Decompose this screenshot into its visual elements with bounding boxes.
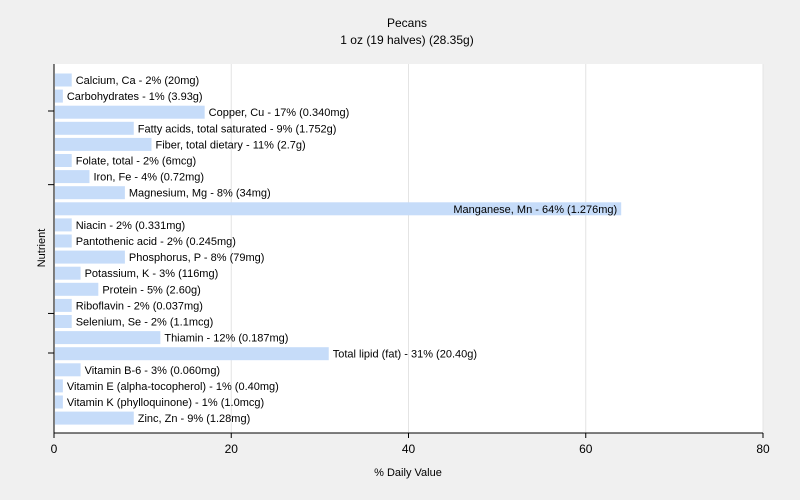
bar-label: Carbohydrates - 1% (3.93g)	[67, 91, 203, 103]
bar	[55, 282, 99, 296]
bar-label: Vitamin B-6 - 3% (0.060mg)	[85, 365, 221, 377]
gridlines	[230, 64, 764, 433]
bar-label: Magnesium, Mg - 8% (34mg)	[129, 188, 271, 200]
bar-label: Selenium, Se - 2% (1.1mcg)	[76, 317, 214, 329]
chart-subtitle: 1 oz (19 halves) (28.35g)	[340, 33, 473, 47]
bar	[55, 266, 81, 280]
bar	[55, 363, 81, 377]
bar	[55, 315, 72, 328]
bar-label: Thiamin - 12% (0.187mg)	[164, 333, 288, 345]
bar-label: Fiber, total dietary - 11% (2.7g)	[155, 139, 305, 151]
bar	[55, 250, 125, 264]
bar-labels: Calcium, Ca - 2% (20mg) Carbohydrates - 1…	[67, 75, 617, 425]
chart-title: Pecans	[387, 16, 427, 30]
x-tick-label: 0	[51, 442, 58, 456]
y-axis-label: Nutrient	[36, 229, 48, 268]
bar-label: Phosphorus, P - 8% (79mg)	[129, 252, 265, 264]
bar-label: Vitamin K (phylloquinone) - 1% (1.0mcg)	[67, 397, 264, 409]
bar	[55, 395, 63, 409]
bar	[55, 202, 622, 216]
x-tick-label: 20	[225, 442, 239, 456]
bar	[55, 154, 72, 167]
bar-label: Fatty acids, total saturated - 9% (1.752…	[138, 123, 337, 135]
bar-label: Pantothenic acid - 2% (0.245mg)	[76, 236, 236, 248]
bar-label: Folate, total - 2% (6mcg)	[76, 156, 196, 168]
bar-label: Copper, Cu - 17% (0.340mg)	[209, 107, 350, 119]
bar	[55, 218, 72, 232]
bar-label: Potassium, K - 3% (116mg)	[85, 268, 219, 280]
x-tick-label: 80	[756, 442, 770, 456]
x-tick-label: 60	[579, 442, 593, 456]
bar	[55, 121, 134, 135]
bar	[55, 105, 205, 119]
bar-label: Riboflavin - 2% (0.037mg)	[76, 300, 203, 312]
x-tick-label: 40	[402, 442, 416, 456]
bar	[55, 170, 90, 184]
bar	[55, 411, 134, 425]
bar	[55, 137, 152, 151]
y-axis-ticks	[48, 110, 54, 354]
bar	[55, 89, 63, 103]
bar-label: Calcium, Ca - 2% (20mg)	[76, 75, 199, 87]
bar	[55, 186, 125, 200]
bar-label: Manganese, Mn - 64% (1.276mg)	[453, 204, 617, 216]
bar	[55, 73, 72, 87]
bars	[55, 73, 622, 425]
bar-label: Vitamin E (alpha-tocopherol) - 1% (0.40m…	[67, 381, 279, 393]
bar-label: Zinc, Zn - 9% (1.28mg)	[138, 413, 250, 425]
bar-label: Total lipid (fat) - 31% (20.40g)	[333, 349, 477, 361]
bar	[55, 379, 63, 393]
bar	[55, 331, 161, 345]
x-axis-label: % Daily Value	[374, 467, 442, 479]
x-axis-ticks: 0 20 40 60 80	[51, 433, 770, 456]
bar	[55, 234, 72, 248]
bar-label: Protein - 5% (2.60g)	[102, 284, 200, 296]
bar	[55, 347, 329, 361]
bar	[55, 298, 72, 312]
bar-label: Iron, Fe - 4% (0.72mg)	[93, 172, 204, 184]
bar-label: Niacin - 2% (0.331mg)	[76, 220, 185, 232]
